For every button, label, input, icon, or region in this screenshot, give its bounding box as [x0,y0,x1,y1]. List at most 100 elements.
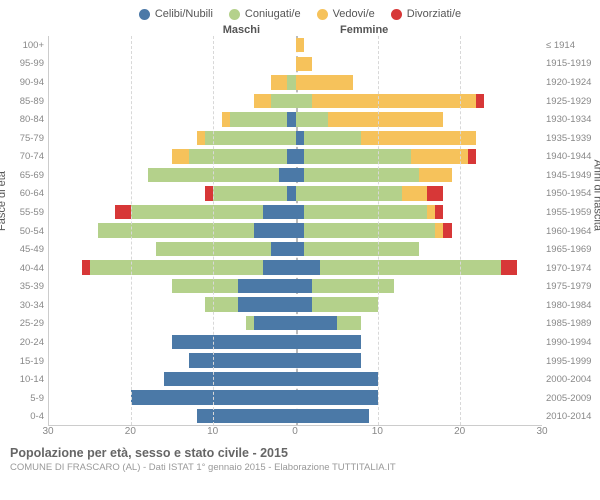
bar-segment [304,205,427,219]
legend-label: Celibi/Nubili [155,8,213,20]
female-half [296,75,543,89]
xtick: 30 [536,426,547,437]
bar-segment [172,149,188,163]
age-label: 80-84 [0,110,44,129]
xtick: 20 [125,426,136,437]
legend-label: Vedovi/e [333,8,375,20]
bar-segment [189,149,288,163]
bar-segment [90,260,263,274]
legend-swatch [391,9,402,20]
bar-rows [49,36,542,425]
bar-row [49,203,542,222]
bar-segment [312,94,476,108]
bar-row [49,166,542,185]
bar-segment [287,149,295,163]
bar-segment [427,205,435,219]
xtick: 10 [372,426,383,437]
legend-label: Divorziati/e [407,8,461,20]
bar-row [49,351,542,370]
birth-label: 1985-1989 [546,315,600,334]
male-half [49,57,296,71]
age-label: 0-4 [0,408,44,427]
bar-segment [296,186,403,200]
bar-segment [254,316,295,330]
bar-row [49,92,542,111]
legend-item: Vedovi/e [317,8,375,20]
bar-segment [296,242,304,256]
age-labels: 100+95-9990-9485-8980-8475-7970-7465-696… [0,36,48,426]
female-half [296,57,543,71]
birth-label: 1975-1979 [546,278,600,297]
legend-item: Coniugati/e [229,8,301,20]
male-half [49,279,296,293]
bar-row [49,55,542,74]
yaxis-label-right: Anni di nascita [592,159,600,231]
bar-segment [263,205,296,219]
bar-segment [337,316,362,330]
male-half [49,260,296,274]
age-label: 5-9 [0,389,44,408]
bar-segment [296,279,312,293]
bar-row [49,277,542,296]
bar-row [49,221,542,240]
gridline [378,36,379,425]
legend-swatch [317,9,328,20]
gridline [131,36,132,425]
bar-segment [172,335,295,349]
bar-segment [172,279,238,293]
female-half [296,205,543,219]
age-label: 45-49 [0,240,44,259]
female-half [296,335,543,349]
footer: Popolazione per età, sesso e stato civil… [0,440,600,473]
bar-segment [468,149,476,163]
bar-segment [296,390,378,404]
bar-segment [296,94,312,108]
bar-segment [197,409,296,423]
bar-row [49,129,542,148]
bar-segment [213,186,287,200]
gridline [460,36,461,425]
legend: Celibi/Nubili Coniugati/e Vedovi/e Divorzia… [0,0,600,24]
age-label: 85-89 [0,92,44,111]
bar-segment [501,260,517,274]
male-half [49,205,296,219]
bar-segment [296,353,362,367]
male-half [49,372,296,386]
gridline [213,36,214,425]
bar-segment [254,223,295,237]
female-half [296,297,543,311]
bar-segment [296,335,362,349]
bar-row [49,295,542,314]
age-label: 40-44 [0,259,44,278]
bar-segment [296,112,329,126]
birth-label: 1995-1999 [546,352,600,371]
yaxis-label-left: Fasce di età [0,171,8,231]
bar-segment [271,75,287,89]
bar-row [49,240,542,259]
bar-segment [328,112,443,126]
bar-segment [296,297,312,311]
male-half [49,353,296,367]
female-half [296,279,543,293]
age-label: 90-94 [0,73,44,92]
xtick: 20 [454,426,465,437]
birth-label: ≤ 1914 [546,36,600,55]
birth-label: 1980-1984 [546,296,600,315]
birth-label: 1990-1994 [546,333,600,352]
bar-segment [296,75,354,89]
bar-segment [304,131,362,145]
female-half [296,168,543,182]
bar-segment [238,279,296,293]
bar-row [49,147,542,166]
bar-row [49,36,542,55]
bar-segment [304,223,435,237]
male-half [49,409,296,423]
bar-segment [238,297,296,311]
bar-segment [443,223,451,237]
bar-segment [312,297,378,311]
legend-item: Celibi/Nubili [139,8,213,20]
bar-row [49,407,542,426]
birth-label: 1925-1929 [546,92,600,111]
female-half [296,409,543,423]
age-label: 95-99 [0,55,44,74]
